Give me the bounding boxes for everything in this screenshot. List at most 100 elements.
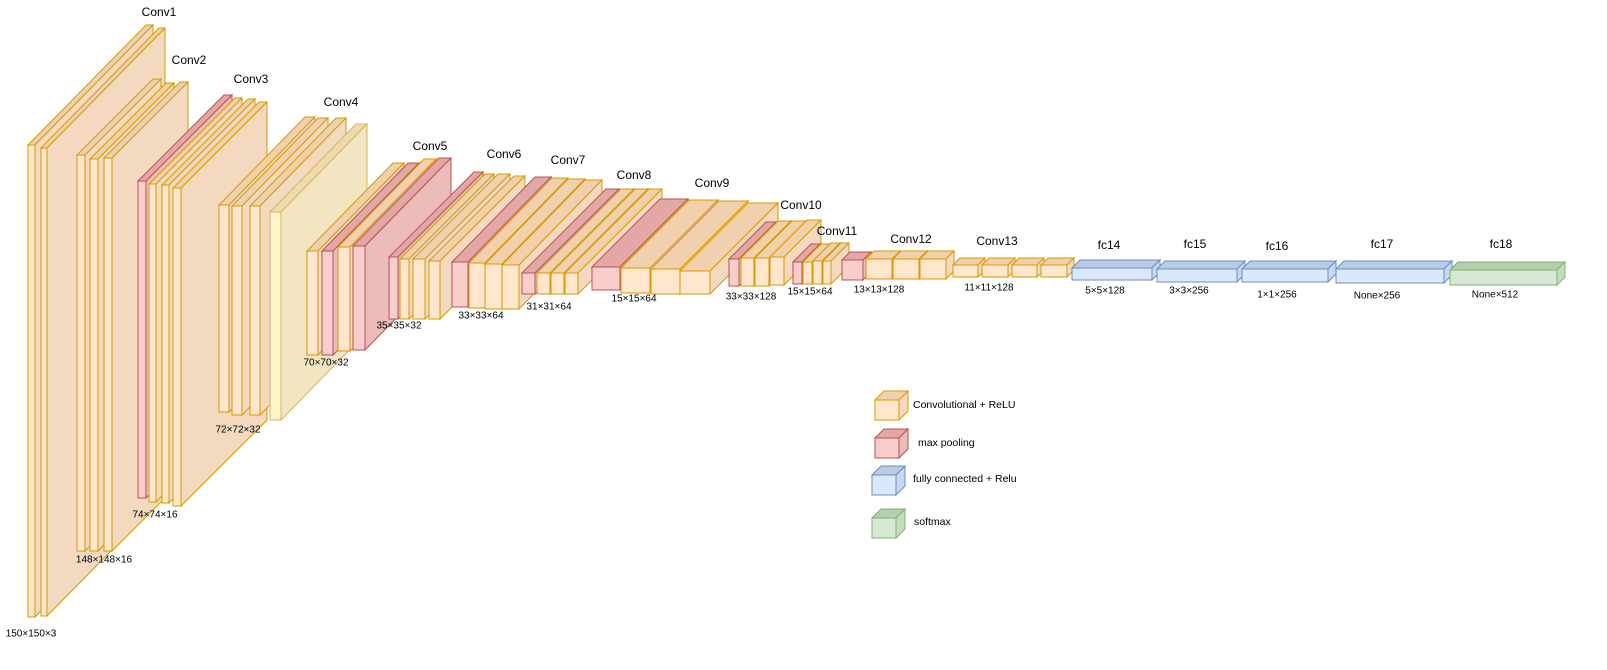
dimension-label: 72×72×32 bbox=[215, 425, 260, 436]
slab-front bbox=[412, 258, 426, 320]
dimension-label: 150×150×3 bbox=[6, 629, 57, 640]
slab-front bbox=[550, 272, 565, 295]
slab-front bbox=[172, 187, 182, 507]
layer-block bbox=[520, 187, 664, 296]
layer-label: Conv9 bbox=[695, 176, 730, 190]
slab-front bbox=[728, 258, 740, 287]
slab-top bbox=[1448, 261, 1567, 271]
slab-front bbox=[451, 261, 469, 308]
slab-front bbox=[591, 266, 621, 291]
slab-front bbox=[1449, 269, 1558, 286]
layer-label: fc16 bbox=[1266, 239, 1289, 253]
dimension-label: 31×31×64 bbox=[526, 302, 571, 313]
dimension-label: 5×5×128 bbox=[1085, 286, 1125, 297]
slab-front bbox=[679, 270, 711, 295]
slab-front bbox=[148, 183, 157, 503]
slab-front bbox=[536, 272, 551, 295]
dimension-label: 13×13×128 bbox=[854, 285, 905, 296]
slab-front bbox=[352, 245, 366, 351]
legend-icon bbox=[873, 389, 910, 422]
dimension-label: 35×35×32 bbox=[376, 321, 421, 332]
slab-front bbox=[269, 211, 282, 421]
dimension-label: 33×33×128 bbox=[726, 292, 777, 303]
layer-label: Conv4 bbox=[324, 95, 359, 109]
legend-label: fully connected + Relu bbox=[913, 473, 1017, 485]
slab-front bbox=[1040, 264, 1068, 278]
layer-label: Conv1 bbox=[142, 5, 177, 19]
legend-label: Convolutional + ReLU bbox=[913, 399, 1015, 411]
slab-front bbox=[161, 184, 170, 504]
dimension-label: 74×74×16 bbox=[132, 510, 177, 521]
slab-front bbox=[249, 205, 261, 416]
slab-front bbox=[1335, 268, 1445, 284]
layer-block bbox=[1334, 259, 1454, 285]
slab-front bbox=[1156, 268, 1238, 283]
slab-front bbox=[27, 144, 36, 618]
slab-front bbox=[841, 259, 864, 281]
slab-front bbox=[919, 258, 947, 280]
slab-top bbox=[1070, 259, 1162, 269]
slab-front bbox=[874, 437, 900, 459]
slab-front bbox=[802, 261, 813, 285]
dimension-label: 11×11×128 bbox=[964, 283, 1014, 294]
slab-front bbox=[754, 257, 770, 287]
slab-front bbox=[871, 474, 897, 496]
slab-front bbox=[1241, 268, 1329, 283]
slab-front bbox=[468, 262, 486, 309]
slab-front bbox=[1071, 267, 1153, 281]
layer-label: Conv5 bbox=[413, 139, 448, 153]
layer-block bbox=[217, 115, 369, 422]
dimension-label: 33×33×64 bbox=[458, 311, 503, 322]
slab-front bbox=[428, 260, 441, 320]
slab-front bbox=[399, 258, 410, 320]
dimension-label: 1×1×256 bbox=[1257, 290, 1297, 301]
layer-block bbox=[791, 241, 851, 286]
dimension-label: 15×15×64 bbox=[787, 287, 832, 298]
layer-label: Conv7 bbox=[551, 153, 586, 167]
layer-block bbox=[1240, 259, 1338, 284]
legend-icon bbox=[870, 464, 907, 497]
dimension-label: None×512 bbox=[1472, 290, 1519, 301]
layer-block bbox=[1155, 259, 1247, 284]
slab-front bbox=[218, 204, 230, 413]
layer-label: fc18 bbox=[1490, 237, 1513, 251]
slab-front bbox=[103, 157, 113, 552]
slab-front bbox=[1011, 264, 1038, 278]
legend-label: softmax bbox=[914, 516, 952, 528]
layer-label: Conv8 bbox=[617, 168, 652, 182]
layer-label: Conv11 bbox=[817, 224, 858, 238]
dimension-label: 70×70×32 bbox=[303, 358, 348, 369]
slab-front bbox=[812, 260, 823, 285]
slab-front bbox=[620, 267, 651, 294]
layer-label: Conv10 bbox=[780, 198, 822, 212]
slab-front bbox=[740, 257, 755, 287]
layer-label: Conv2 bbox=[172, 53, 207, 67]
slab-front bbox=[321, 250, 334, 356]
layer-block bbox=[951, 256, 1076, 279]
slab-front bbox=[650, 268, 681, 295]
slab-top bbox=[1155, 260, 1247, 270]
slab-front bbox=[952, 264, 979, 278]
slab-front bbox=[981, 264, 1009, 278]
slab-front bbox=[874, 399, 900, 421]
slab-front bbox=[822, 260, 832, 285]
layer-block bbox=[1448, 260, 1567, 287]
slab-front bbox=[892, 258, 920, 280]
slab-front bbox=[40, 147, 48, 617]
slab-front bbox=[306, 250, 319, 356]
layer-label: Conv13 bbox=[976, 234, 1018, 248]
dimension-label: 3×3×256 bbox=[1169, 286, 1209, 297]
slab-top bbox=[1240, 260, 1338, 270]
legend-label: max pooling bbox=[918, 437, 975, 449]
dimension-label: 148×148×16 bbox=[76, 555, 133, 566]
slab-front bbox=[501, 264, 520, 310]
legend-icon bbox=[870, 507, 907, 540]
layer-label: Conv12 bbox=[890, 232, 932, 246]
layer-label: fc15 bbox=[1184, 237, 1207, 251]
layer-block bbox=[840, 249, 956, 282]
dimension-label: 15×15×64 bbox=[611, 294, 656, 305]
slab-front bbox=[871, 517, 897, 539]
slab-front bbox=[769, 256, 785, 286]
slab-front bbox=[76, 154, 86, 552]
